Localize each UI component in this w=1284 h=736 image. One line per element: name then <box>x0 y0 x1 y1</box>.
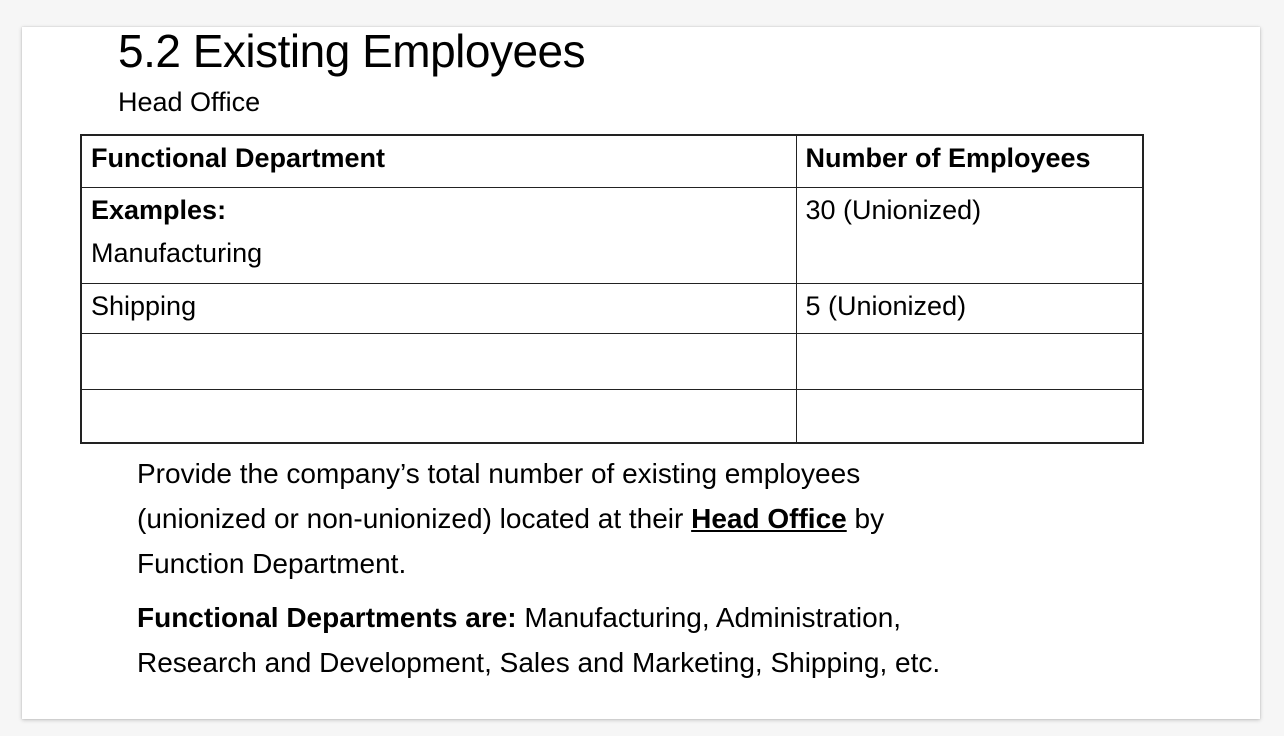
employees-cell[interactable]: 5 (Unionized) <box>795 283 1144 334</box>
body-paragraph-2: Functional Departments are: Manufacturin… <box>137 595 940 685</box>
emphasized-text: Head Office <box>691 503 847 534</box>
text-run: by <box>846 503 885 534</box>
emphasized-text: Functional Departments are: <box>137 602 517 633</box>
column-header-number-of-employees: Number of Employees <box>795 134 1144 188</box>
department-cell[interactable]: Shipping <box>80 283 797 334</box>
body-paragraph-1: Provide the company’s total number of ex… <box>137 451 884 586</box>
employees-cell[interactable] <box>795 389 1144 443</box>
department-cell[interactable]: Examples: Manufacturing <box>80 187 797 284</box>
text-run: (unionized or non-unionized) located at … <box>137 503 692 534</box>
section-title: 5.2 Existing Employees <box>118 25 586 77</box>
column-header-functional-department: Functional Department <box>80 134 797 188</box>
department-cell[interactable] <box>80 333 797 390</box>
table-row <box>80 389 1144 443</box>
employees-cell[interactable]: 30 (Unionized) <box>795 187 1144 284</box>
cell-line: Examples: <box>91 195 227 225</box>
table-row <box>80 333 1144 390</box>
table-header-row: Functional Department Number of Employee… <box>80 134 1144 188</box>
text-run: Function Department. <box>137 548 407 579</box>
employees-table: Functional Department Number of Employee… <box>80 134 1144 444</box>
text-run: Manufacturing, Administration, <box>516 602 902 633</box>
table-row: Examples: Manufacturing 30 (Unionized) <box>80 187 1144 284</box>
cell-line: 30 (Unionized) <box>805 195 982 225</box>
department-cell[interactable] <box>80 389 797 443</box>
employees-cell[interactable] <box>795 333 1144 390</box>
text-run: Provide the company’s total number of ex… <box>137 458 861 489</box>
document-page: 5.2 Existing Employees Head Office Funct… <box>22 25 1260 719</box>
text-run: Research and Development, Sales and Mark… <box>137 647 941 678</box>
table-row: Shipping 5 (Unionized) <box>80 283 1144 334</box>
cell-line: Shipping <box>91 291 197 321</box>
section-subtitle: Head Office <box>118 87 261 117</box>
cell-line: 5 (Unionized) <box>805 291 967 321</box>
cell-line: Manufacturing <box>91 238 263 268</box>
